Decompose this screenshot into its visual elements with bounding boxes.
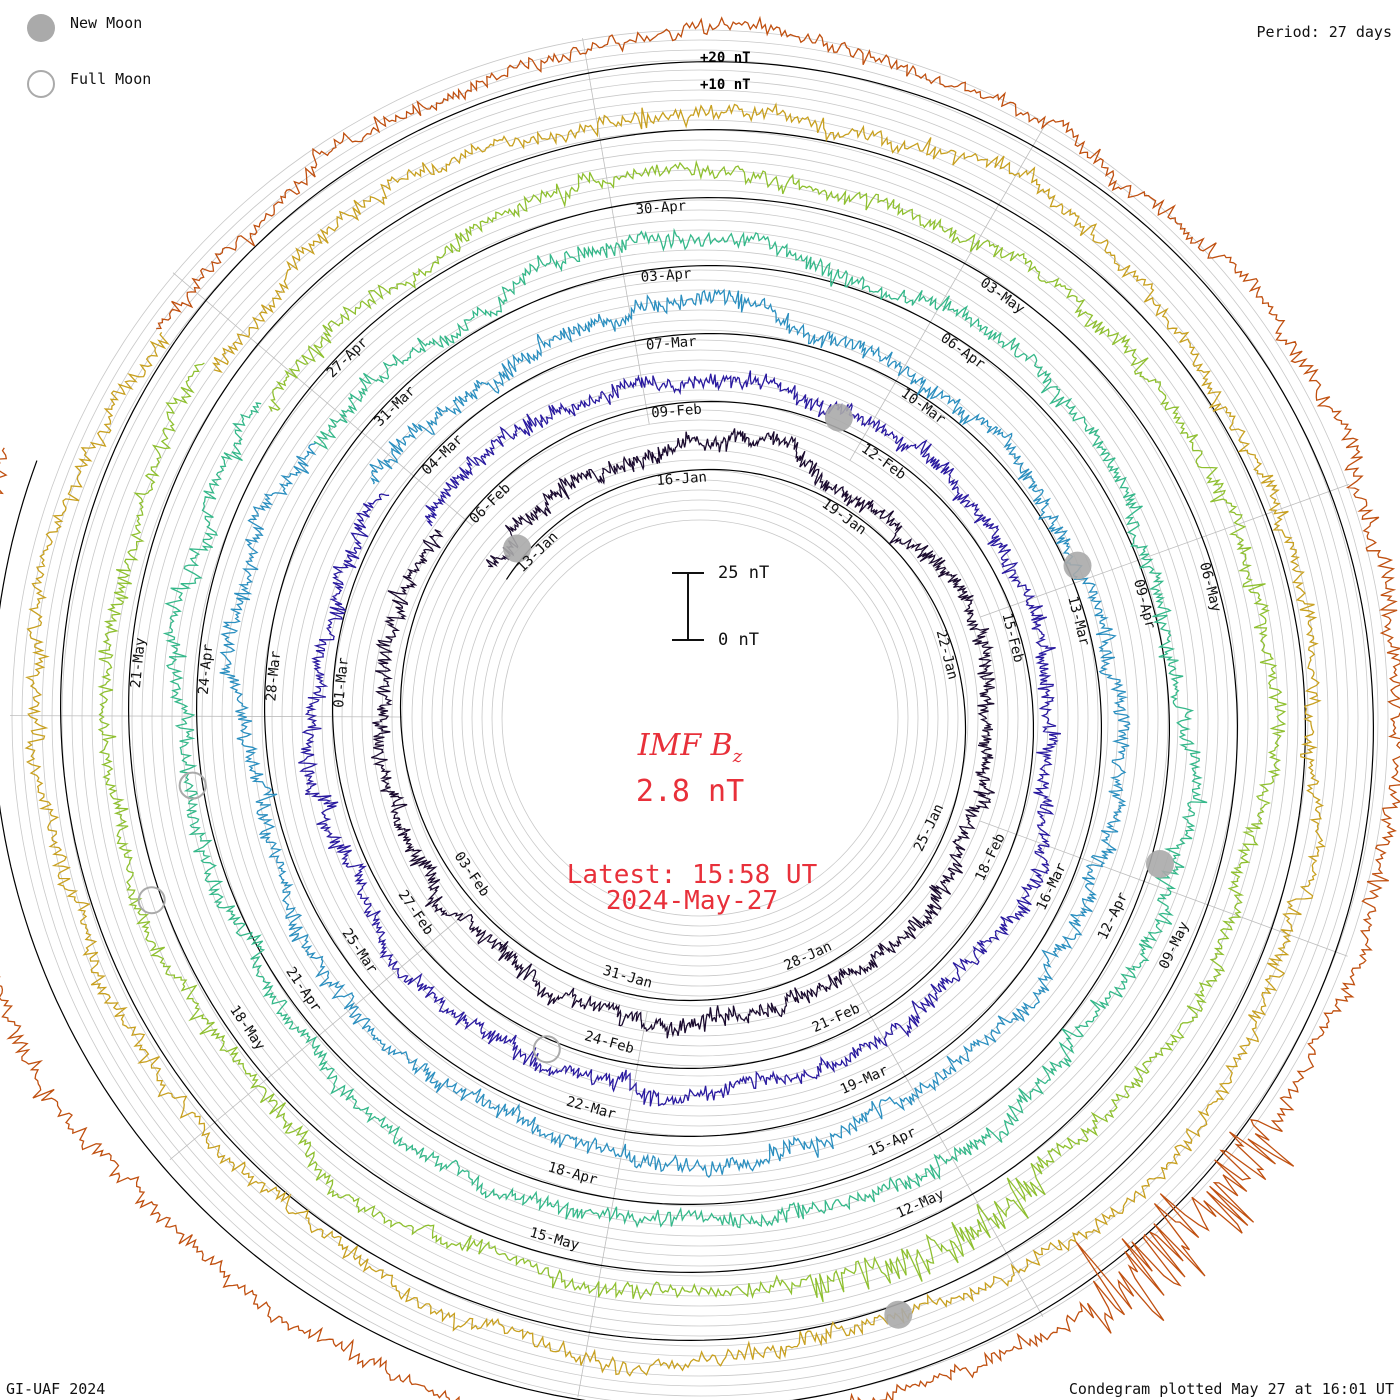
date-label: 25-Mar [339,926,381,977]
latest-date: 2024-May-27 [605,886,779,916]
latest-time: Latest: 15:58 UT [566,860,818,890]
new-moon-marker [1145,850,1174,879]
moon-markers [137,403,1174,1329]
bz-trace-2 [298,370,1061,1107]
date-label: 28-Jan [782,939,835,974]
date-label: 19-Mar [838,1062,891,1097]
bz-trace-5 [97,159,1287,1303]
date-label: 30-Apr [635,198,687,218]
baseline-cycle-4 [195,265,1170,1205]
new-moon-legend-label: New Moon [70,14,143,32]
date-label: 24-Apr [196,643,217,695]
parameter-title: IMF Bz [637,728,743,767]
new-moon-marker [884,1300,913,1329]
new-moon-legend-icon [27,14,55,42]
ring-scale-label: +20 nT [700,50,751,66]
date-label: 03-Apr [640,266,692,286]
date-label: 04-Mar [419,432,466,479]
date-label: 22-Mar [564,1094,617,1123]
date-label: 01-Mar [331,657,352,709]
date-label: 28-Mar [263,650,284,702]
date-label: 21-May [128,637,149,689]
baseline-cycle-6 [59,128,1307,1342]
date-label: 15-Apr [866,1124,919,1159]
full-moon-legend-icon [27,70,55,98]
current-value: 2.8 nT [635,774,745,809]
scale-bar [672,572,704,641]
date-label: 15-Feb [998,611,1026,664]
date-label: 06-Feb [467,480,514,527]
new-moon-marker [503,534,532,563]
date-label: 18-May [226,1003,268,1054]
bz-trace-3 [219,288,1131,1179]
date-label: 10-Mar [898,385,948,427]
credit-label: GI-UAF 2024 [6,1380,106,1398]
ring-scale-labels: +20 nT +10 nT [700,50,751,93]
scale-top-label: 25 nT [718,563,770,583]
date-label: 09-May [1156,919,1192,972]
full-moon-marker [178,771,207,800]
baseline-cycle-7 [0,60,1375,1400]
full-moon-legend-label: Full Moon [70,70,152,88]
scale-bottom-label: 0 nT [718,630,759,650]
date-label: 12-May [894,1186,947,1221]
date-label: 09-Feb [651,402,703,422]
date-label: 07-Mar [645,334,697,354]
bz-trace-7 [0,15,1400,1400]
date-label: 31-Jan [601,963,654,992]
date-label: 21-Apr [282,964,324,1015]
baseline-cycle-3 [264,333,1102,1137]
ring-gridlines [11,29,1389,1400]
bz-traces [0,15,1400,1400]
period-label: Period: 27 days [1256,23,1392,41]
full-moon-marker [137,886,166,915]
date-label: 21-Feb [810,1001,863,1036]
baseline-cycle-2 [332,400,1034,1069]
date-label: 13-Mar [1064,595,1092,648]
date-label: 15-May [528,1225,581,1254]
date-label: 18-Feb [972,831,1008,884]
date-label: 24-Feb [583,1028,636,1057]
date-label: 03-Feb [451,849,493,900]
date-label: 25-Jan [911,802,947,855]
date-label: 22-Jan [933,628,961,681]
date-label: 06-May [1196,561,1224,614]
new-moon-marker [824,403,853,432]
date-label: 27-Feb [395,887,437,938]
plotted-label: Condegram plotted May 27 at 16:01 UT [1068,1380,1394,1398]
cycle-baselines [0,60,1375,1400]
bz-trace-1 [371,428,995,1039]
new-moon-marker [1063,551,1092,580]
date-label: 03-May [977,275,1027,317]
bz-trace-4 [162,227,1208,1229]
bz-trace-6 [24,102,1326,1377]
baseline-cycle-5 [127,196,1239,1274]
date-label: 16-Jan [656,469,708,489]
date-label: 06-Apr [937,330,987,372]
full-moon-marker [532,1035,561,1064]
baseline-cycle-1 [399,468,967,1002]
ring-scale-label: +10 nT [700,77,751,93]
